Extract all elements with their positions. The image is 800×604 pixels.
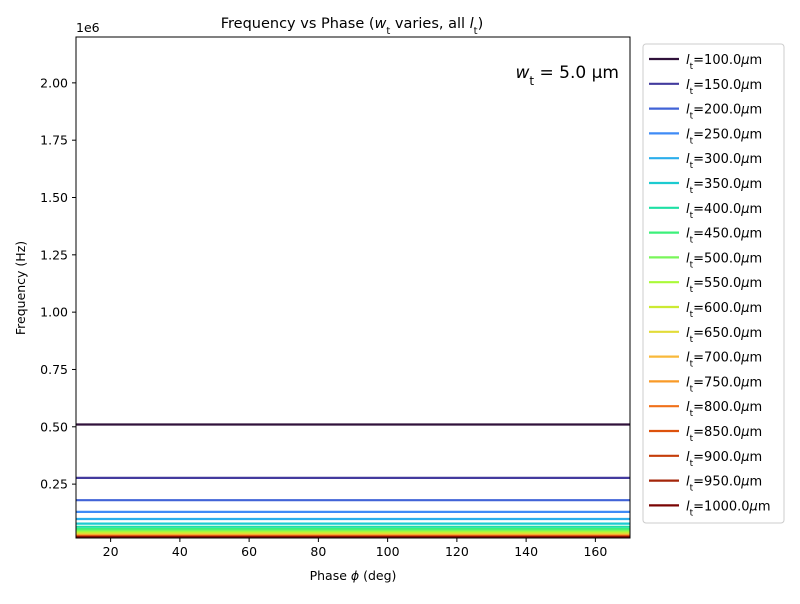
legend-label: lt=800.0μm <box>686 400 762 419</box>
text-run: ϕ <box>351 568 359 583</box>
y-tick-label: 0.25 <box>40 477 68 492</box>
text-run: w <box>516 63 530 83</box>
y-tick-label: 0.50 <box>40 419 68 434</box>
y-axis-label: Frequency (Hz) <box>13 241 28 335</box>
y-axis: 0.25 0.50 0.75 1.00 1.25 1.50 1.75 2.00 <box>40 75 76 492</box>
legend-label: lt=300.0μm <box>686 152 762 171</box>
legend-item-450.0: lt=450.0μm <box>649 227 762 246</box>
legend-item-600.0: lt=600.0μm <box>649 301 762 320</box>
width-annotation: wt = 5.0 µm <box>516 63 620 88</box>
text-run: (deg) <box>359 568 396 583</box>
legend-item-150.0: lt=150.0μm <box>649 78 762 97</box>
legend-label: lt=400.0μm <box>686 202 762 221</box>
legend-label: lt=250.0μm <box>686 127 762 146</box>
legend-label: lt=1000.0μm <box>686 499 771 518</box>
y-tick-label: 1.75 <box>40 133 68 148</box>
legend-item-850.0: lt=850.0μm <box>649 425 762 444</box>
y-axis-offset-label: 1e6 <box>76 20 100 35</box>
legend-item-100.0: lt=100.0μm <box>649 53 762 72</box>
legend-label: lt=700.0μm <box>686 351 762 370</box>
legend-item-900.0: lt=900.0μm <box>649 450 762 469</box>
x-axis: 20 40 60 80 100 120 140 160 <box>103 538 607 559</box>
legend-item-350.0: lt=350.0μm <box>649 177 762 196</box>
legend-item-650.0: lt=650.0μm <box>649 326 762 345</box>
x-tick-label: 160 <box>583 544 607 559</box>
legend-frame <box>642 43 785 524</box>
y-tick-label: 1.50 <box>40 190 68 205</box>
legend-item-400.0: lt=400.0μm <box>649 202 762 221</box>
x-tick-label: 40 <box>172 544 188 559</box>
text-run: t <box>529 74 534 88</box>
text-run: ) <box>478 16 484 32</box>
text-run: = 5.0 µm <box>534 63 619 83</box>
legend-label: lt=650.0μm <box>686 326 762 345</box>
series-group <box>76 423 630 538</box>
legend-item-950.0: lt=950.0μm <box>649 475 762 494</box>
y-tick-label: 0.75 <box>40 362 68 377</box>
legend-label: lt=750.0μm <box>686 375 762 394</box>
text-run: Phase <box>310 568 351 583</box>
legend-item-700.0: lt=700.0μm <box>649 351 762 370</box>
x-tick-label: 20 <box>103 544 119 559</box>
x-tick-label: 100 <box>376 544 400 559</box>
legend-label: lt=200.0μm <box>686 103 762 122</box>
legend-item-300.0: lt=300.0μm <box>649 152 762 171</box>
legend-item-500.0: lt=500.0μm <box>649 251 762 270</box>
legend-label: lt=600.0μm <box>686 301 762 320</box>
y-tick-label: 2.00 <box>40 75 68 90</box>
chart-title: Frequency vs Phase (wt varies, all lt) <box>221 16 484 37</box>
legend-item-750.0: lt=750.0μm <box>649 375 762 394</box>
text-run: varies, all <box>390 16 469 32</box>
legend-label: lt=500.0μm <box>686 251 762 270</box>
legend-label: lt=550.0μm <box>686 276 762 295</box>
y-tick-label: 1.00 <box>40 305 68 320</box>
legend-label: lt=350.0μm <box>686 177 762 196</box>
y-tick-label: 1.25 <box>40 247 68 262</box>
legend-item-200.0: lt=200.0μm <box>649 103 762 122</box>
legend-item-250.0: lt=250.0μm <box>649 127 762 146</box>
legend-label: lt=900.0μm <box>686 450 762 469</box>
x-tick-label: 60 <box>241 544 257 559</box>
legend: lt=100.0μm lt=150.0μm lt=200.0μm lt=250.0μm… <box>642 43 785 524</box>
x-axis-label: Phase ϕ (deg) <box>310 568 397 583</box>
legend-item-1000.0: lt=1000.0μm <box>649 499 771 518</box>
legend-label: lt=850.0μm <box>686 425 762 444</box>
legend-label: lt=450.0μm <box>686 227 762 246</box>
plot-frame <box>75 36 631 539</box>
text-run: l <box>470 16 474 32</box>
text-run: t <box>474 26 478 37</box>
legend-label: lt=150.0μm <box>686 78 762 97</box>
legend-label: lt=100.0μm <box>686 53 762 72</box>
x-tick-label: 140 <box>514 544 538 559</box>
text-run: w <box>375 16 387 32</box>
x-tick-label: 80 <box>310 544 326 559</box>
plot-area <box>75 36 631 539</box>
legend-item-800.0: lt=800.0μm <box>649 400 762 419</box>
text-run: Frequency vs Phase ( <box>221 16 375 32</box>
legend-items: lt=100.0μm lt=150.0μm lt=200.0μm lt=250.0μm… <box>649 53 771 518</box>
x-tick-label: 120 <box>445 544 469 559</box>
legend-item-550.0: lt=550.0μm <box>649 276 762 295</box>
text-run: t <box>386 26 390 37</box>
legend-label: lt=950.0μm <box>686 475 762 494</box>
